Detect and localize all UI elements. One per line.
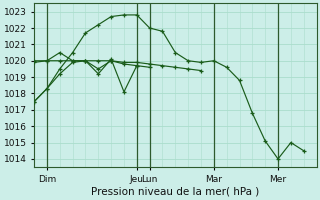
X-axis label: Pression niveau de la mer( hPa ): Pression niveau de la mer( hPa ) — [91, 187, 260, 197]
